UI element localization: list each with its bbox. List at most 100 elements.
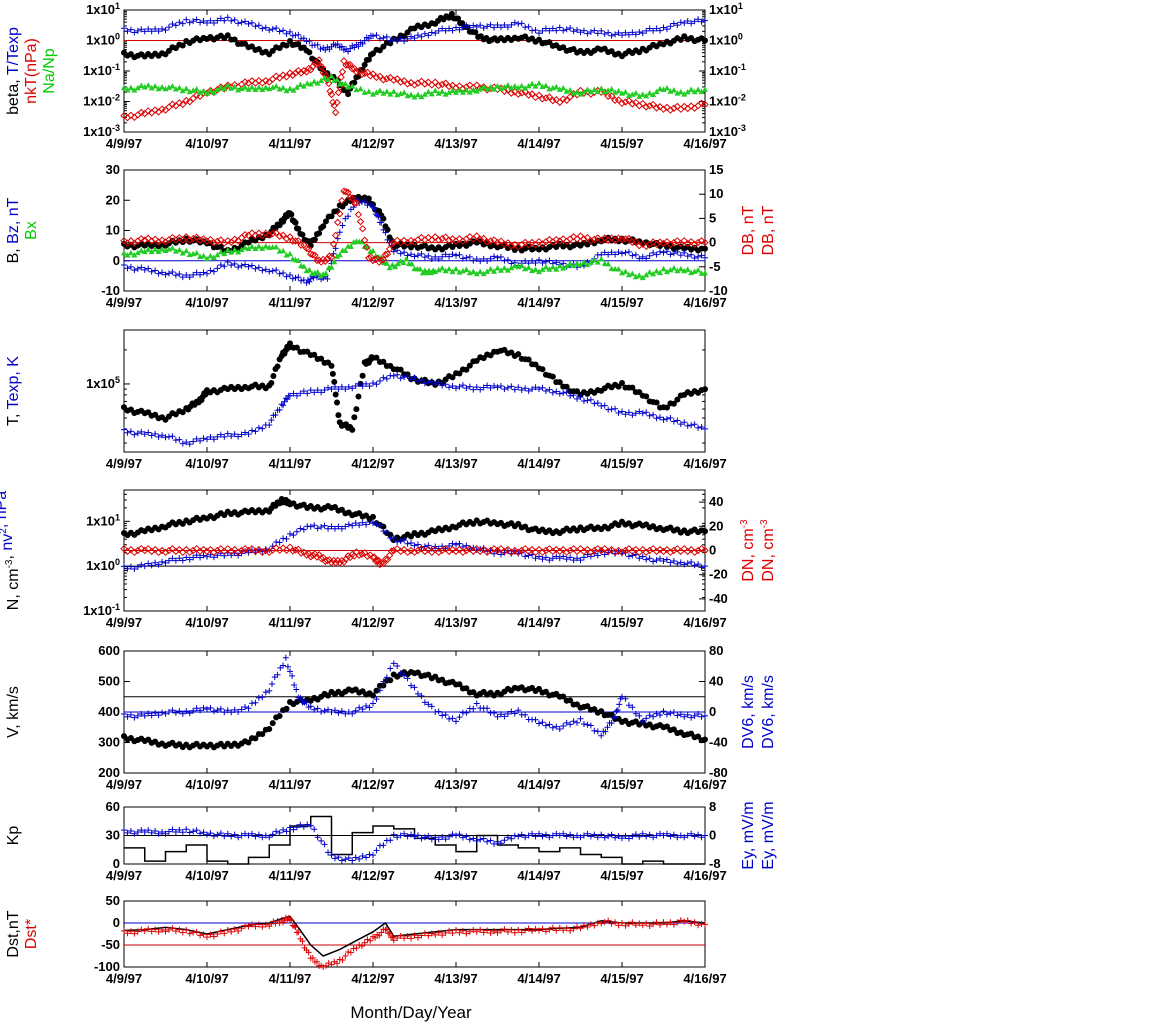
data-point	[231, 706, 238, 713]
data-point	[511, 832, 518, 839]
data-point	[659, 239, 668, 248]
x-tick-label: 4/11/97	[269, 615, 312, 630]
data-point	[556, 832, 563, 839]
data-point	[691, 18, 698, 25]
data-point	[670, 831, 677, 838]
data-point	[262, 84, 269, 90]
data-point	[269, 720, 276, 727]
data-point	[262, 76, 270, 85]
data-point	[529, 27, 536, 34]
data-point	[214, 251, 221, 258]
data-point	[387, 837, 394, 844]
y-tick-label-right-exponent: -2	[738, 93, 746, 103]
data-point	[345, 855, 352, 862]
data-point	[570, 262, 577, 269]
data-point	[439, 25, 446, 32]
data-point	[645, 546, 654, 555]
data-point	[684, 17, 691, 24]
data-point	[387, 547, 396, 555]
data-point	[459, 927, 466, 934]
data-point	[702, 86, 708, 92]
data-point	[120, 111, 128, 120]
data-point	[594, 544, 602, 553]
data-point	[231, 36, 238, 43]
data-point	[684, 832, 691, 839]
data-point	[276, 86, 283, 92]
data-point	[607, 234, 616, 242]
data-point	[601, 544, 609, 553]
data-point	[663, 545, 671, 554]
data-point	[466, 383, 473, 390]
data-point	[145, 246, 152, 252]
data-point	[224, 430, 231, 437]
data-point	[470, 386, 477, 393]
data-point	[304, 390, 311, 397]
data-point	[514, 548, 522, 557]
data-point	[567, 554, 574, 561]
data-point	[446, 384, 453, 391]
data-point	[190, 929, 197, 936]
data-point	[518, 546, 526, 555]
data-point	[172, 86, 179, 92]
data-point	[361, 939, 368, 946]
data-point	[538, 548, 547, 557]
data-point	[183, 927, 190, 934]
data-point	[200, 87, 207, 94]
data-point	[580, 27, 587, 34]
data-point	[446, 25, 453, 32]
data-point	[322, 270, 329, 276]
data-point	[320, 223, 327, 230]
data-point	[311, 251, 319, 260]
data-point	[522, 24, 529, 31]
data-point	[318, 708, 325, 715]
data-point	[280, 402, 287, 409]
data-point	[148, 268, 155, 275]
y-tick-label-right: 0	[709, 235, 716, 250]
x-tick-label: 4/12/97	[351, 295, 394, 310]
data-point	[255, 831, 262, 838]
data-point	[625, 248, 632, 255]
y-tick-label: 30	[106, 162, 120, 177]
y-axis-title-line-1: beta, T/Texp	[5, 27, 22, 115]
data-point	[629, 29, 636, 36]
data-point	[695, 267, 702, 273]
data-point	[494, 83, 501, 89]
y-tick-label: 30	[106, 828, 120, 843]
data-point	[643, 271, 650, 278]
y-axis-title: V, km/s	[5, 686, 22, 738]
data-point	[210, 254, 217, 261]
data-point	[667, 710, 674, 717]
data-point	[152, 828, 159, 835]
data-point	[610, 714, 617, 721]
data-point	[446, 833, 453, 840]
data-point	[127, 928, 134, 935]
data-point	[127, 111, 135, 119]
data-point	[442, 929, 449, 936]
data-point	[466, 928, 473, 935]
y-tick-label-right: 1x101	[709, 1, 743, 17]
data-point	[643, 556, 650, 563]
data-point	[632, 237, 640, 246]
data-point	[598, 831, 605, 838]
data-point	[186, 556, 193, 563]
data-point	[318, 63, 326, 71]
data-point	[169, 269, 176, 276]
data-point	[418, 932, 425, 939]
data-point	[334, 41, 341, 48]
data-point	[214, 831, 221, 838]
data-point	[307, 387, 314, 394]
data-point	[629, 552, 636, 559]
data-point	[494, 929, 501, 936]
data-point	[186, 98, 194, 106]
data-point	[455, 235, 464, 243]
data-point	[674, 834, 681, 841]
data-point	[619, 693, 625, 700]
data-point	[484, 23, 491, 30]
data-point	[245, 245, 252, 252]
data-point	[695, 561, 702, 568]
data-point	[329, 370, 336, 377]
data-point	[244, 546, 253, 555]
data-point	[134, 563, 141, 570]
data-point	[601, 834, 608, 841]
data-point	[193, 928, 200, 935]
